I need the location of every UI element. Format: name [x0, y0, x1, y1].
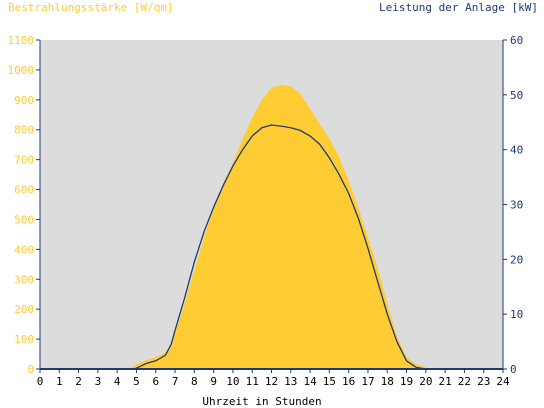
left-axis-label: Bestrahlungsstärke [W/qm] [8, 1, 174, 14]
left-tick-label: 300 [14, 273, 34, 286]
right-tick-label: 20 [510, 253, 523, 266]
left-tick-label: 800 [14, 124, 34, 137]
x-tick-label: 19 [400, 375, 413, 388]
left-tick-label: 900 [14, 94, 34, 107]
x-tick-label: 23 [477, 375, 490, 388]
x-tick-label: 0 [37, 375, 44, 388]
x-tick-label: 12 [265, 375, 278, 388]
x-axis-label: Uhrzeit in Stunden [202, 395, 321, 408]
x-tick-label: 6 [152, 375, 159, 388]
power-line [40, 124, 503, 370]
left-tick-label: 0 [27, 363, 34, 376]
x-tick-label: 9 [210, 375, 217, 388]
left-tick-label: 600 [14, 184, 34, 197]
x-tick-label: 10 [226, 375, 239, 388]
x-tick-label: 24 [496, 375, 510, 388]
x-tick-label: 18 [381, 375, 394, 388]
left-tick-label: 100 [14, 333, 34, 346]
right-axis-label: Leistung der Anlage [kW] [379, 1, 538, 14]
x-tick-label: 8 [191, 375, 198, 388]
x-tick-label: 17 [361, 375, 374, 388]
x-tick-label: 14 [303, 375, 317, 388]
right-tick-label: 30 [510, 199, 523, 212]
left-tick-label: 1100 [8, 34, 35, 47]
x-tick-label: 7 [172, 375, 179, 388]
right-tick-label: 40 [510, 144, 523, 157]
right-tick-label: 10 [510, 308, 523, 321]
x-tick-label: 1 [56, 375, 63, 388]
x-tick-label: 11 [246, 375, 259, 388]
x-tick-label: 13 [284, 375, 297, 388]
x-tick-label: 16 [342, 375, 355, 388]
x-tick-label: 5 [133, 375, 140, 388]
x-tick-label: 3 [95, 375, 102, 388]
x-tick-label: 21 [439, 375, 452, 388]
x-tick-label: 15 [323, 375, 336, 388]
left-tick-label: 400 [14, 243, 34, 256]
x-tick-label: 20 [419, 375, 432, 388]
right-tick-label: 0 [510, 363, 517, 376]
right-tick-label: 60 [510, 34, 523, 47]
irradiance-area [40, 84, 503, 370]
left-tick-label: 700 [14, 154, 34, 167]
right-tick-label: 50 [510, 89, 523, 102]
x-tick-label: 4 [114, 375, 121, 388]
x-tick-label: 22 [458, 375, 471, 388]
left-tick-label: 500 [14, 213, 34, 226]
left-tick-label: 200 [14, 303, 34, 316]
left-tick-label: 1000 [8, 64, 35, 77]
x-tick-label: 2 [75, 375, 82, 388]
